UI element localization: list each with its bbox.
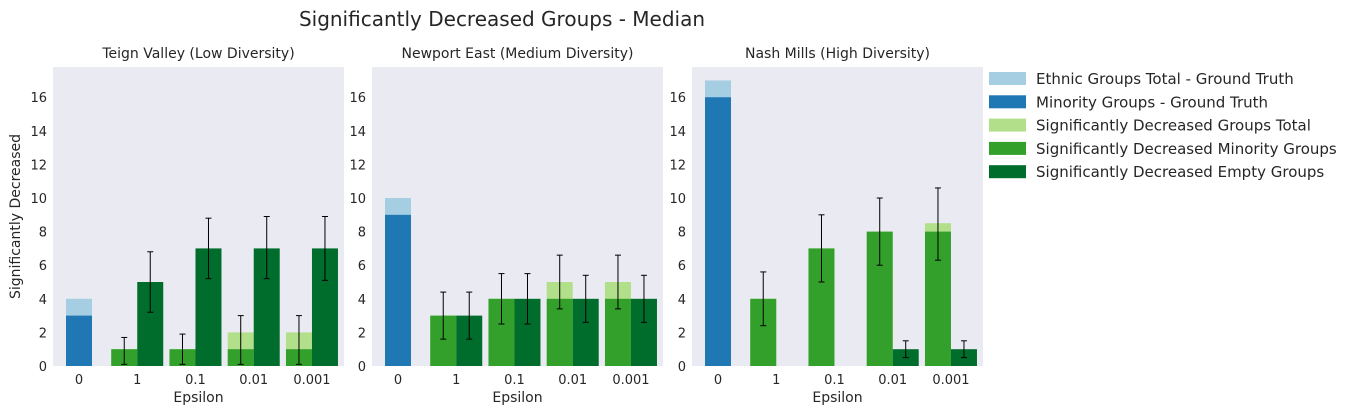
figure-title: Significantly Decreased Groups - Median [299, 7, 705, 31]
panels-layer: Teign Valley (Low Diversity)024681012141… [8, 46, 983, 406]
x-tick-label: 1 [452, 373, 460, 388]
y-tick-label: 4 [358, 293, 366, 308]
x-tick-label: 0.1 [185, 373, 206, 388]
y-tick-label: 12 [349, 158, 366, 173]
y-tick-label: 6 [358, 259, 366, 274]
panel-1: Teign Valley (Low Diversity)024681012141… [8, 46, 344, 406]
panel-3: Nash Mills (High Diversity)0246810121416… [669, 46, 983, 406]
y-tick-label: 12 [30, 158, 47, 173]
y-tick-label: 8 [39, 226, 47, 241]
x-tick-label: 1 [133, 373, 141, 388]
y-tick-label: 2 [39, 326, 47, 341]
x-axis-label: Epsilon [173, 390, 223, 406]
legend-label-minority-gt: Minority Groups - Ground Truth [1036, 93, 1268, 111]
x-tick-label: 0.01 [239, 373, 268, 388]
y-tick-label: 14 [349, 125, 366, 140]
y-tick-label: 8 [358, 226, 366, 241]
y-tick-label: 0 [358, 360, 366, 375]
legend-label-ethnic-total-gt: Ethnic Groups Total - Ground Truth [1036, 70, 1294, 88]
bar-sig-dec-minority [546, 298, 573, 366]
bar-minority-ground-truth [385, 214, 411, 366]
y-tick-label: 16 [349, 91, 366, 106]
x-tick-label: 0.01 [558, 373, 587, 388]
panel-2: Newport East (Medium Diversity)024681012… [349, 46, 663, 406]
legend-label-sig-dec-total: Significantly Decreased Groups Total [1036, 117, 1311, 135]
bar-minority-ground-truth [705, 97, 731, 366]
legend-label-sig-dec-minority: Significantly Decreased Minority Groups [1036, 140, 1337, 158]
x-tick-label: 0 [75, 373, 83, 388]
legend-label-sig-dec-empty: Significantly Decreased Empty Groups [1036, 163, 1324, 181]
panel-title: Teign Valley (Low Diversity) [101, 46, 294, 62]
x-tick-label: 0 [394, 373, 402, 388]
y-tick-label: 6 [39, 259, 47, 274]
y-tick-label: 2 [358, 326, 366, 341]
legend-swatch-sig-dec-total [989, 118, 1026, 132]
x-tick-label: 0.001 [612, 373, 649, 388]
legend: Ethnic Groups Total - Ground Truth Minori… [989, 70, 1337, 181]
y-tick-label: 10 [669, 192, 686, 207]
panel-title: Newport East (Medium Diversity) [402, 46, 634, 62]
legend-swatch-sig-dec-empty [989, 165, 1026, 179]
x-tick-label: 0.01 [878, 373, 907, 388]
x-tick-label: 0.1 [824, 373, 845, 388]
x-tick-label: 0.001 [932, 373, 969, 388]
x-tick-label: 1 [772, 373, 780, 388]
legend-swatch-minority-gt [989, 95, 1026, 109]
y-tick-label: 4 [678, 293, 686, 308]
y-tick-label: 14 [669, 125, 686, 140]
x-tick-label: 0 [714, 373, 722, 388]
legend-swatch-ethnic-total-gt [989, 72, 1026, 85]
y-tick-label: 12 [669, 158, 686, 173]
y-tick-label: 0 [678, 360, 686, 375]
y-tick-label: 6 [678, 259, 686, 274]
x-axis-label: Epsilon [492, 390, 542, 406]
y-tick-label: 8 [678, 226, 686, 241]
bar-minority-ground-truth [66, 315, 92, 366]
y-tick-label: 0 [39, 360, 47, 375]
y-tick-label: 16 [669, 91, 686, 106]
panel-title: Nash Mills (High Diversity) [745, 46, 930, 62]
legend-swatch-sig-dec-minority [989, 141, 1026, 155]
y-tick-label: 10 [30, 192, 47, 207]
y-tick-label: 10 [349, 192, 366, 207]
x-axis-label: Epsilon [812, 390, 862, 406]
y-tick-label: 14 [30, 125, 47, 140]
x-tick-label: 0.001 [293, 373, 330, 388]
y-tick-label: 16 [30, 91, 47, 106]
y-axis-label: Significantly Decreased [8, 134, 24, 299]
x-tick-label: 0.1 [504, 373, 525, 388]
bar-sig-dec-minority [604, 298, 631, 366]
y-tick-label: 4 [39, 293, 47, 308]
y-tick-label: 2 [678, 326, 686, 341]
